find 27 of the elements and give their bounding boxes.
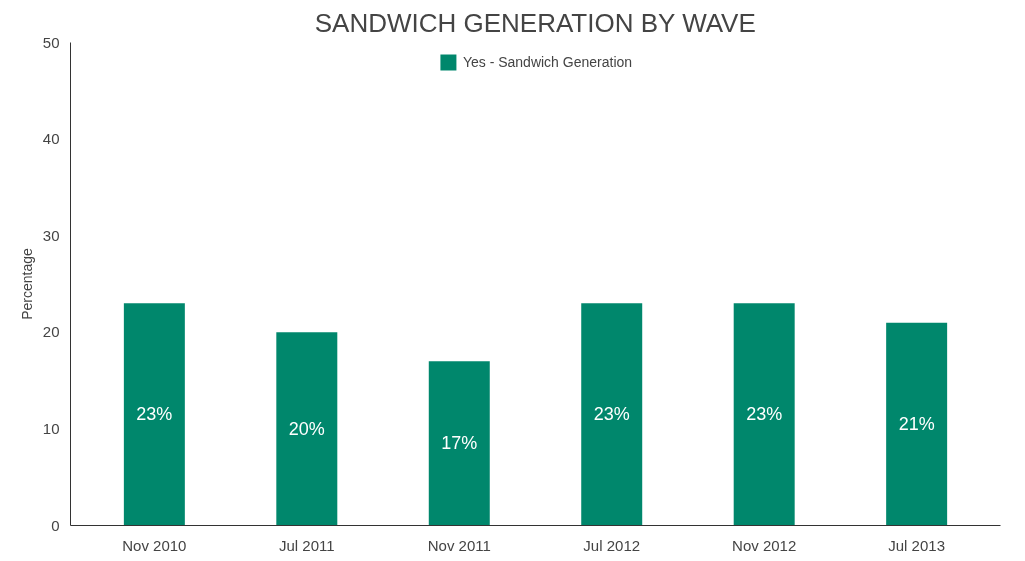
x-tick-label: Nov 2011 xyxy=(427,536,491,554)
bar xyxy=(276,332,338,526)
x-tick-label: Jul 2012 xyxy=(583,536,641,554)
x-tick-label: Jul 2013 xyxy=(888,536,946,554)
data-label: 20% xyxy=(288,418,325,439)
data-label: 23% xyxy=(746,404,783,425)
x-tick-label: Nov 2010 xyxy=(122,536,187,554)
x-tick-label: Jul 2011 xyxy=(279,536,335,554)
y-axis-title: Percentage xyxy=(18,247,35,320)
data-label: 17% xyxy=(441,433,478,454)
x-tick-label: Nov 2012 xyxy=(732,536,797,554)
y-tick-label: 0 xyxy=(51,516,60,534)
bar xyxy=(733,303,795,526)
y-tick-label: 10 xyxy=(42,419,60,437)
y-tick-label: 50 xyxy=(42,33,60,51)
y-tick-label: 30 xyxy=(42,226,60,244)
bar xyxy=(886,322,948,526)
y-tick-label: 20 xyxy=(42,323,60,341)
chart-title: SANDWICH GENERATION BY WAVE xyxy=(314,7,756,38)
bar xyxy=(581,303,643,526)
data-label: 23% xyxy=(136,404,173,425)
data-label: 23% xyxy=(593,404,630,425)
y-tick-label: 40 xyxy=(42,130,60,148)
data-label: 21% xyxy=(898,414,935,435)
bar xyxy=(123,303,185,526)
bar xyxy=(428,361,490,526)
legend-label: Yes - Sandwich Generation xyxy=(462,54,633,70)
